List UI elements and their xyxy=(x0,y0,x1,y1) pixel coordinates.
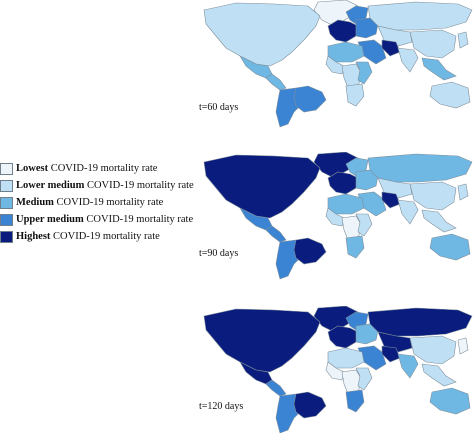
world-map-svg xyxy=(203,0,473,128)
legend-level: Upper medium xyxy=(16,213,84,225)
region-japan xyxy=(457,31,469,49)
map-time-label: t=90 days xyxy=(199,248,239,259)
region-australia xyxy=(429,233,471,261)
region-western-europe xyxy=(327,171,359,195)
legend-swatch xyxy=(0,196,13,209)
legend-swatch xyxy=(0,213,13,226)
legend-suffix: COVID-19 mortality rate xyxy=(86,179,194,191)
region-iran xyxy=(381,191,401,209)
legend-suffix: COVID-19 mortality rate xyxy=(86,213,194,225)
region-russia xyxy=(367,307,473,337)
world-map-t60 xyxy=(196,0,474,128)
region-india xyxy=(397,199,419,225)
region-southeast-asia xyxy=(421,57,457,81)
region-japan xyxy=(457,337,469,355)
region-india xyxy=(397,47,419,73)
world-map-t120 xyxy=(196,306,474,434)
legend-swatch xyxy=(0,179,13,192)
region-north-africa xyxy=(327,193,365,215)
legend-item-highest: Highest COVID-19 mortality rate xyxy=(0,229,194,244)
region-australia xyxy=(429,81,471,109)
region-southern-africa xyxy=(345,235,365,259)
region-china xyxy=(409,29,457,59)
region-russia xyxy=(367,1,473,31)
region-india xyxy=(397,353,419,379)
region-russia xyxy=(367,153,473,183)
region-southern-africa xyxy=(345,83,365,107)
legend-suffix: COVID-19 mortality rate xyxy=(56,196,164,208)
legend-level: Medium xyxy=(16,196,54,208)
region-brazil xyxy=(293,85,327,113)
region-west-africa xyxy=(325,361,345,381)
region-north-america xyxy=(203,308,321,373)
region-west-africa xyxy=(325,207,345,227)
region-west-africa xyxy=(325,55,345,75)
legend-suffix: COVID-19 mortality rate xyxy=(50,162,158,174)
legend-item-lowest: Lowest COVID-19 mortality rate xyxy=(0,161,194,176)
region-iran xyxy=(381,345,401,363)
region-north-america xyxy=(203,2,321,67)
legend-item-medium: Medium COVID-19 mortality rate xyxy=(0,195,194,210)
region-southern-africa xyxy=(345,389,365,413)
region-east-africa xyxy=(355,61,373,85)
region-north-africa xyxy=(327,41,365,63)
region-western-europe xyxy=(327,19,359,43)
map-time-label: t=120 days xyxy=(199,401,244,412)
legend-suffix: COVID-19 mortality rate xyxy=(53,230,160,242)
legend-swatch xyxy=(0,162,13,175)
legend-level: Lower medium xyxy=(16,179,85,191)
region-brazil xyxy=(293,391,327,419)
world-map-t90 xyxy=(196,152,474,280)
region-western-europe xyxy=(327,325,359,349)
legend-item-lower-medium: Lower medium COVID-19 mortality rate xyxy=(0,178,194,193)
region-china xyxy=(409,181,457,211)
region-australia xyxy=(429,387,471,415)
region-north-africa xyxy=(327,347,365,369)
region-central-america xyxy=(265,225,287,243)
region-central-america xyxy=(265,379,287,397)
legend: Lowest COVID-19 mortality rate Lower med… xyxy=(0,161,194,246)
region-brazil xyxy=(293,237,327,265)
world-map-svg xyxy=(203,152,473,280)
legend-level: Lowest xyxy=(16,162,49,174)
legend-level: Highest xyxy=(16,230,51,242)
region-southeast-asia xyxy=(421,363,457,387)
legend-item-upper-medium: Upper medium COVID-19 mortality rate xyxy=(0,212,194,227)
map-time-label: t=60 days xyxy=(199,102,239,113)
region-central-america xyxy=(265,73,287,91)
world-map-svg xyxy=(203,306,473,434)
legend-swatch xyxy=(0,230,13,243)
region-east-africa xyxy=(355,367,373,391)
region-east-africa xyxy=(355,213,373,237)
region-southeast-asia xyxy=(421,209,457,233)
region-china xyxy=(409,335,457,365)
region-north-america xyxy=(203,154,321,219)
region-iran xyxy=(381,39,401,57)
region-japan xyxy=(457,183,469,201)
